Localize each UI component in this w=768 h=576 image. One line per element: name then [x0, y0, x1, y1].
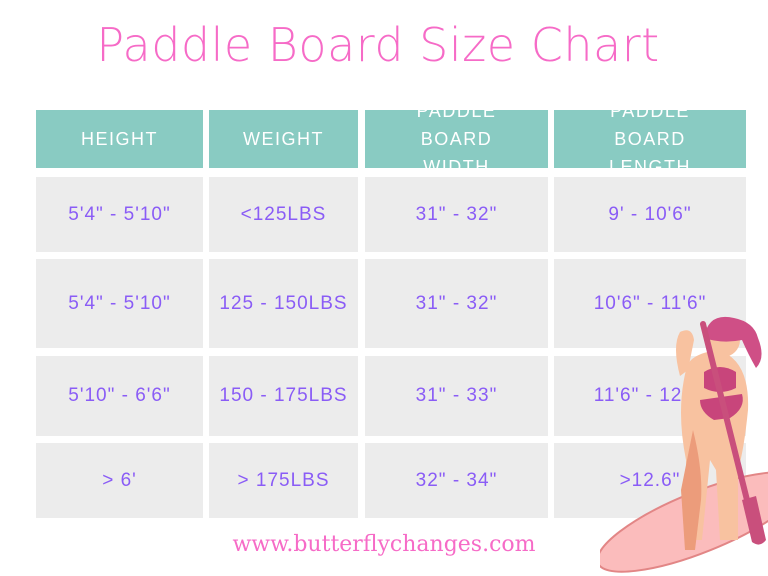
table-cell: 32" - 34": [365, 443, 548, 518]
column-header: PADDLE BOARD WIDTH: [365, 101, 548, 177]
table-cell: 9' - 10'6": [554, 177, 746, 252]
table-cell: > 6': [36, 443, 203, 518]
table-cell: 5'4" - 5'10": [36, 177, 203, 252]
table-cell: 31" - 32": [365, 177, 548, 252]
column-header: PADDLE BOARD LENGTH: [554, 101, 746, 177]
column-header: WEIGHT: [209, 110, 358, 168]
table-cell: > 175LBS: [209, 443, 358, 518]
page-title: Paddle Board Size Chart: [96, 18, 660, 72]
website-url: www.butterflychanges.com: [232, 532, 536, 557]
table-cell: 5'10" - 6'6": [36, 356, 203, 436]
table-cell: 31" - 32": [365, 259, 548, 348]
table-cell: 125 - 150LBS: [209, 259, 358, 348]
paddle-boarder-illustration: [600, 316, 768, 573]
table-cell: <125LBS: [209, 177, 358, 252]
table-cell: 31" - 33": [365, 356, 548, 436]
table-cell: 10'6" - 11'6": [554, 259, 746, 348]
table-cell: 5'4" - 5'10": [36, 259, 203, 348]
table-cell: 150 - 175LBS: [209, 356, 358, 436]
column-header: HEIGHT: [36, 110, 203, 168]
